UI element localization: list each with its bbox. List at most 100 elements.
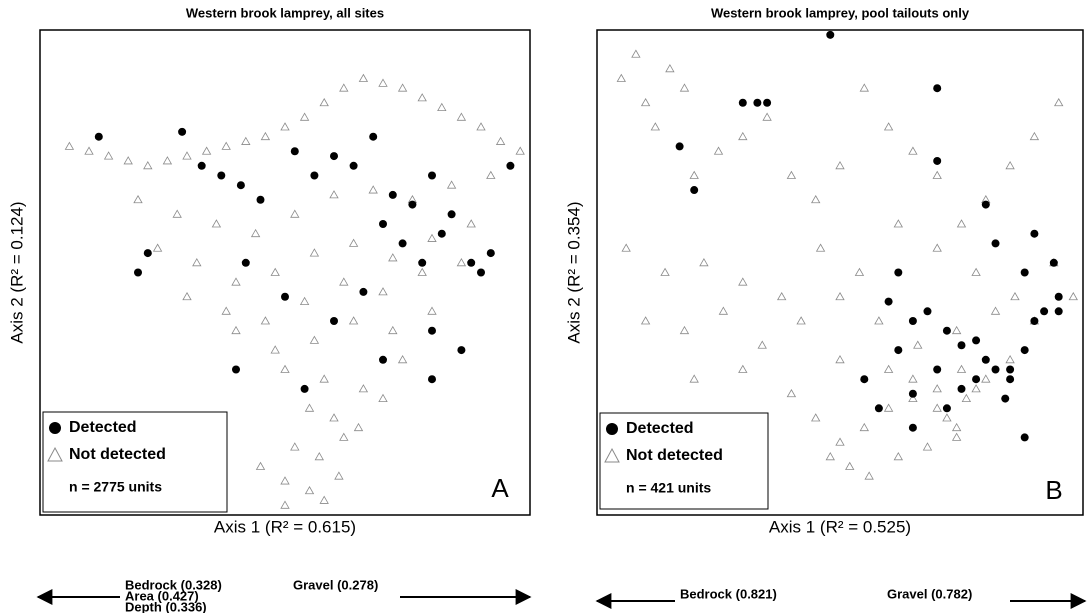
detected-point bbox=[1040, 307, 1049, 316]
not-detected-point bbox=[348, 316, 359, 325]
not-detected-point bbox=[221, 306, 231, 315]
detected-point bbox=[300, 384, 309, 393]
not-detected-point bbox=[776, 291, 787, 301]
not-detected-point bbox=[951, 325, 962, 335]
not-detected-point bbox=[192, 257, 202, 267]
detected-point bbox=[942, 326, 951, 335]
detected-point bbox=[232, 365, 240, 374]
not-detected-point bbox=[971, 267, 981, 276]
not-detected-point bbox=[339, 432, 349, 441]
not-detected-point bbox=[123, 156, 133, 165]
detected-point bbox=[330, 152, 338, 161]
not-detected-point bbox=[260, 316, 271, 325]
detected-point bbox=[349, 161, 358, 170]
not-detected-point bbox=[922, 442, 933, 451]
legend-box bbox=[599, 412, 769, 510]
not-detected-point bbox=[660, 267, 670, 276]
not-detected-point bbox=[329, 413, 339, 422]
detected-point bbox=[134, 268, 142, 277]
detected-point bbox=[933, 156, 942, 165]
detected-point bbox=[486, 249, 495, 258]
detected-point bbox=[972, 375, 981, 384]
not-detected-point bbox=[260, 131, 271, 141]
detected-point bbox=[281, 292, 289, 301]
not-detected-point bbox=[951, 422, 962, 432]
detected-point bbox=[1001, 394, 1010, 403]
not-detected-point bbox=[84, 146, 94, 155]
not-detected-point bbox=[859, 422, 869, 432]
not-detected-point bbox=[825, 451, 835, 461]
detected-point bbox=[753, 98, 762, 107]
detected-point bbox=[738, 98, 747, 107]
detected-point bbox=[933, 365, 942, 374]
detected-point bbox=[923, 307, 932, 316]
not-detected-point bbox=[231, 325, 241, 335]
not-detected-point bbox=[456, 112, 467, 121]
detected-point bbox=[1030, 317, 1039, 325]
panel-title: Western brook lamprey, all sites bbox=[186, 5, 384, 20]
detected-point bbox=[457, 346, 466, 355]
detected-point bbox=[972, 336, 981, 345]
not-detected-point bbox=[162, 156, 173, 165]
not-detected-point bbox=[932, 243, 942, 252]
not-detected-point bbox=[319, 374, 329, 383]
x-axis-label: Axis 1 (R² = 0.615) bbox=[214, 517, 356, 536]
detected-point bbox=[957, 384, 966, 393]
detected-point bbox=[763, 98, 772, 107]
not-detected-point bbox=[893, 451, 904, 461]
detected-point bbox=[437, 229, 446, 238]
legend-label: Detected bbox=[69, 419, 137, 436]
not-detected-point bbox=[211, 219, 222, 228]
not-detected-point bbox=[738, 277, 748, 286]
detected-point bbox=[894, 268, 903, 277]
not-detected-point bbox=[689, 170, 699, 179]
detected-point bbox=[506, 161, 515, 170]
left-arrow-label: Depth (0.336) bbox=[125, 599, 207, 613]
detected-point bbox=[256, 195, 265, 204]
not-detected-point bbox=[280, 122, 290, 131]
not-detected-point bbox=[1005, 354, 1015, 364]
not-detected-point bbox=[221, 141, 231, 150]
detected-point bbox=[1020, 433, 1029, 442]
right-arrow-label: Gravel (0.782) bbox=[887, 586, 972, 601]
not-detected-point bbox=[713, 146, 724, 155]
not-detected-point bbox=[319, 97, 329, 107]
not-detected-point bbox=[417, 93, 427, 102]
not-detected-point bbox=[378, 78, 388, 87]
not-detected-point bbox=[290, 442, 300, 451]
detected-point bbox=[236, 181, 245, 190]
not-detected-point bbox=[280, 500, 290, 509]
not-detected-point bbox=[854, 267, 865, 276]
not-detected-point bbox=[334, 471, 344, 480]
detected-point bbox=[874, 404, 883, 413]
not-detected-point bbox=[270, 345, 280, 354]
detected-point bbox=[369, 132, 378, 141]
not-detected-point bbox=[893, 219, 904, 228]
detected-point bbox=[675, 142, 684, 151]
left-arrow-label: Bedrock (0.328) bbox=[125, 577, 222, 592]
not-detected-point bbox=[951, 432, 962, 441]
not-detected-point bbox=[486, 170, 496, 179]
y-axis-label: Axis 2 (R² = 0.354) bbox=[564, 201, 583, 343]
detected-point bbox=[310, 171, 319, 180]
not-detected-point bbox=[172, 209, 182, 218]
not-detected-point bbox=[981, 374, 991, 383]
y-axis-label: Axis 2 (R² = 0.124) bbox=[7, 201, 26, 343]
not-detected-point bbox=[699, 257, 709, 267]
not-detected-point bbox=[859, 83, 869, 92]
not-detected-point bbox=[495, 136, 506, 145]
not-detected-point bbox=[932, 170, 942, 179]
detected-point bbox=[1030, 229, 1039, 238]
not-detected-point bbox=[437, 102, 447, 111]
not-detected-point bbox=[1005, 160, 1015, 170]
panel-title: Western brook lamprey, pool tailouts onl… bbox=[711, 5, 970, 20]
not-detected-point bbox=[1054, 97, 1064, 107]
not-detected-point bbox=[1068, 291, 1078, 301]
not-detected-point bbox=[339, 277, 349, 286]
not-detected-point bbox=[631, 49, 641, 58]
x-axis-label: Axis 1 (R² = 0.525) bbox=[769, 517, 911, 536]
not-detected-point bbox=[314, 451, 324, 461]
not-detected-point bbox=[990, 306, 1001, 315]
not-detected-point bbox=[133, 194, 143, 204]
